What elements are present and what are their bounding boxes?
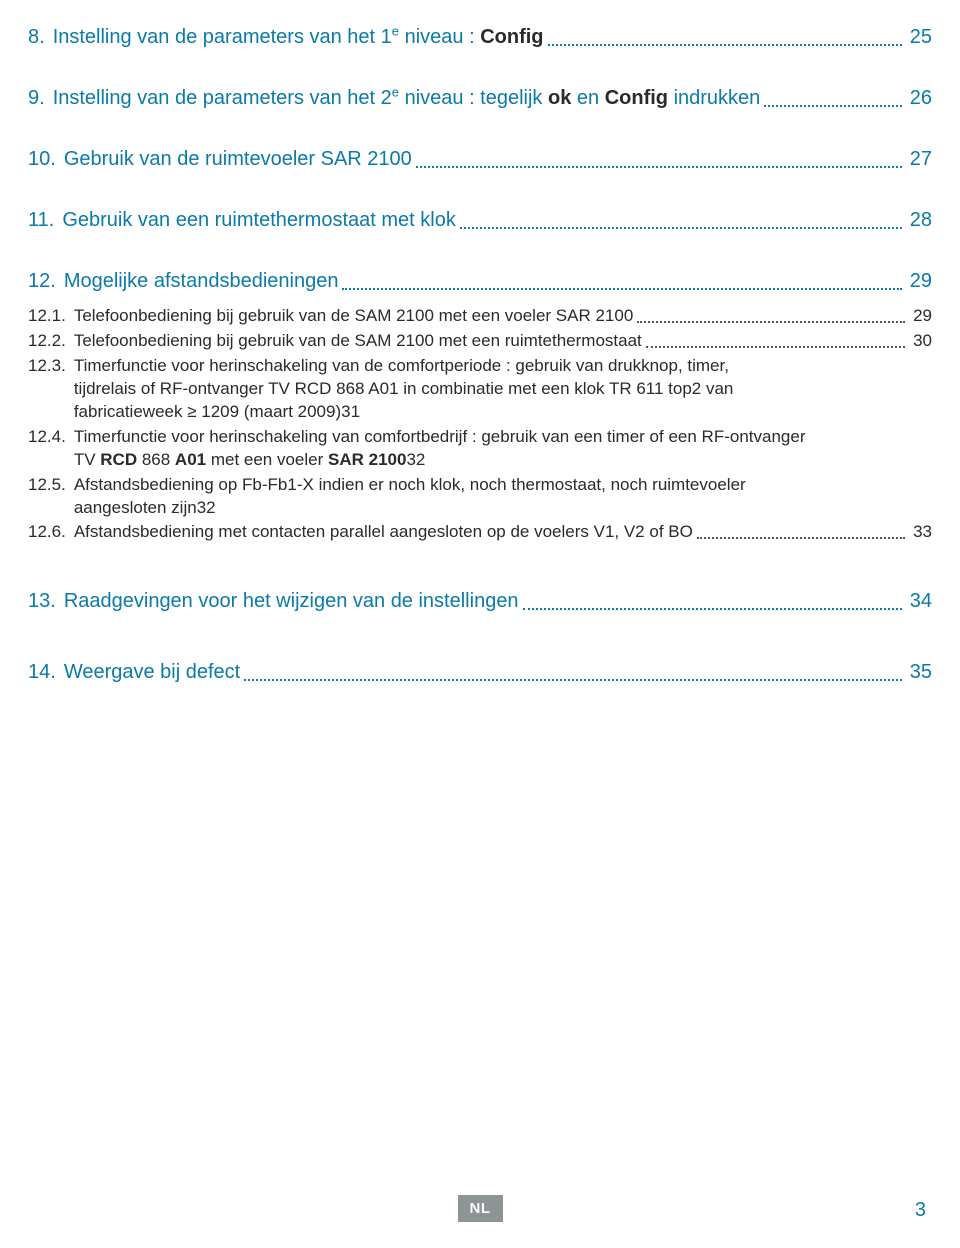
toc-text: Timerfunctie voor herinschakeling van co… — [74, 426, 932, 472]
toc-page: 35 — [906, 659, 932, 686]
toc-entry-12-1[interactable]: 12.1. Telefoonbediening bij gebruik van … — [28, 305, 932, 328]
toc-page: 28 — [906, 207, 932, 234]
toc-num: 12.2. — [28, 330, 74, 353]
footer: NL — [0, 1195, 960, 1222]
toc-num: 12.5. — [28, 474, 74, 520]
toc-text: Raadgevingen voor het wijzigen van de in… — [64, 588, 519, 615]
toc-text: Telefoonbediening bij gebruik van de SAM… — [74, 305, 633, 328]
toc-num: 12.1. — [28, 305, 74, 328]
toc-text: Gebruik van een ruimtethermostaat met kl… — [62, 207, 456, 234]
toc-text: Instelling van de parameters van het 2e … — [53, 85, 761, 112]
toc-text: Instelling van de parameters van het 1e … — [53, 24, 544, 51]
toc-num: 11. — [28, 207, 62, 234]
toc-page: 26 — [906, 85, 932, 112]
toc-num: 9. — [28, 85, 53, 112]
leader-dots — [460, 227, 902, 229]
toc-text: Afstandsbediening met contacten parallel… — [74, 521, 693, 544]
leader-dots — [244, 679, 902, 681]
toc-text: Telefoonbediening bij gebruik van de SAM… — [74, 330, 642, 353]
page-number: 3 — [915, 1199, 926, 1222]
toc-entry-14[interactable]: 14. Weergave bij defect 35 — [28, 659, 932, 686]
toc-entry-10[interactable]: 10. Gebruik van de ruimtevoeler SAR 2100… — [28, 146, 932, 173]
toc-entry-13[interactable]: 13. Raadgevingen voor het wijzigen van d… — [28, 588, 932, 615]
toc-text: Mogelijke afstandsbedieningen — [64, 268, 339, 295]
language-badge: NL — [458, 1195, 503, 1222]
leader-dots — [523, 608, 902, 610]
toc-page: 32 — [197, 497, 216, 520]
toc-entry-12-3[interactable]: 12.3. Timerfunctie voor herinschakeling … — [28, 355, 932, 424]
toc-text: Gebruik van de ruimtevoeler SAR 2100 — [64, 146, 412, 173]
toc-entry-12-2[interactable]: 12.2. Telefoonbediening bij gebruik van … — [28, 330, 932, 353]
leader-dots — [646, 346, 905, 348]
toc-page: 27 — [906, 146, 932, 173]
toc-entry-11[interactable]: 11. Gebruik van een ruimtethermostaat me… — [28, 207, 932, 234]
leader-dots — [764, 105, 901, 107]
toc-entry-9[interactable]: 9. Instelling van de parameters van het … — [28, 85, 932, 112]
leader-dots — [637, 321, 905, 323]
leader-dots — [416, 166, 902, 168]
leader-dots — [548, 44, 902, 46]
toc-entry-12[interactable]: 12. Mogelijke afstandsbedieningen 29 — [28, 268, 932, 295]
toc-num: 10. — [28, 146, 64, 173]
toc-page: 30 — [909, 330, 932, 353]
toc-entry-12-5[interactable]: 12.5. Afstandsbediening op Fb-Fb1-X indi… — [28, 474, 932, 520]
toc-page: 25 — [906, 24, 932, 51]
toc-page: 34 — [906, 588, 932, 615]
leader-dots — [697, 537, 905, 539]
toc-text: Afstandsbediening op Fb-Fb1-X indien er … — [74, 474, 932, 520]
toc-num: 12.4. — [28, 426, 74, 472]
toc-page: 29 — [906, 268, 932, 295]
toc-entry-12-6[interactable]: 12.6. Afstandsbediening met contacten pa… — [28, 521, 932, 544]
toc-num: 12. — [28, 268, 64, 295]
toc-entry-12-4[interactable]: 12.4. Timerfunctie voor herinschakeling … — [28, 426, 932, 472]
toc-num: 13. — [28, 588, 64, 615]
toc-page: 33 — [909, 521, 932, 544]
toc-text: Weergave bij defect — [64, 659, 240, 686]
toc-num: 12.3. — [28, 355, 74, 424]
toc-page: 31 — [341, 401, 360, 424]
toc-text: Timerfunctie voor herinschakeling van de… — [74, 355, 932, 424]
toc-page: 29 — [909, 305, 932, 328]
toc-num: 12.6. — [28, 521, 74, 544]
leader-dots — [342, 288, 901, 290]
toc-page: 32 — [406, 449, 425, 472]
toc-num: 14. — [28, 659, 64, 686]
toc-num: 8. — [28, 24, 53, 51]
toc-entry-8[interactable]: 8. Instelling van de parameters van het … — [28, 24, 932, 51]
